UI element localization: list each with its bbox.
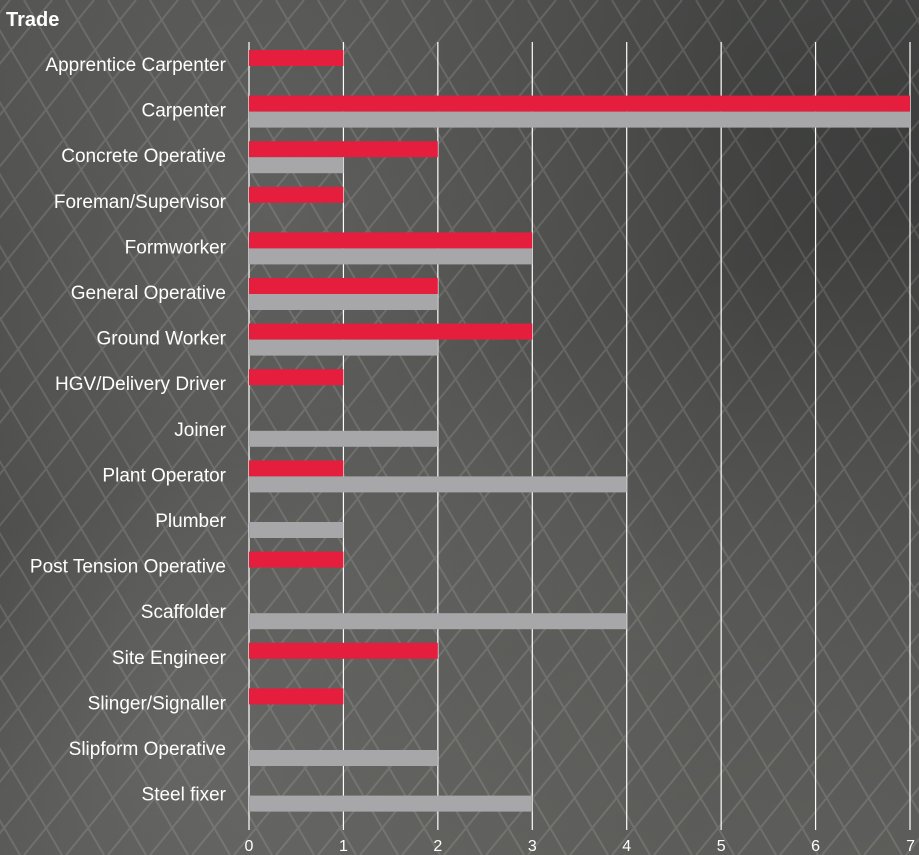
x-tick-label: 5 — [717, 838, 726, 855]
bar-series-1 — [249, 278, 438, 294]
x-tick-label: 6 — [811, 838, 820, 855]
x-tick-label: 4 — [622, 838, 631, 855]
category-label: General Operative — [71, 283, 226, 304]
bar-series-1 — [249, 323, 533, 340]
x-tick-label: 1 — [339, 838, 348, 855]
category-label: Joiner — [174, 420, 226, 441]
bar-series-1 — [249, 460, 344, 477]
x-tick-label: 2 — [433, 838, 442, 855]
bar-series-2 — [249, 248, 533, 265]
category-label: Concrete Operative — [61, 146, 226, 167]
bar-series-1 — [249, 141, 438, 158]
bar-series-1 — [249, 186, 344, 203]
x-tick-label: 3 — [528, 838, 537, 855]
category-labels: Apprentice Carpenter Carpenter Concrete Op… — [30, 55, 227, 806]
bar-series-2 — [249, 476, 627, 493]
category-label: Steel fixer — [142, 785, 227, 806]
bar-series-1 — [249, 688, 344, 705]
category-label: Carpenter — [142, 101, 227, 122]
category-label: Site Engineer — [112, 648, 227, 669]
category-label: Plumber — [155, 511, 226, 532]
bar-series-1 — [249, 95, 910, 112]
category-label: Ground Worker — [96, 329, 226, 350]
bar-series-2 — [249, 157, 344, 174]
bar-series-1 — [249, 369, 344, 386]
bar-series-2 — [249, 795, 533, 812]
x-axis-ticks: 0 1 2 3 4 5 6 7 — [245, 838, 916, 855]
chart-title: Trade — [6, 9, 59, 31]
bar-series-2 — [249, 339, 438, 356]
category-label: Post Tension Operative — [30, 557, 226, 578]
bar-series-2 — [249, 430, 438, 447]
bar-series-2 — [249, 750, 438, 766]
category-label: Apprentice Carpenter — [45, 55, 226, 76]
category-label: Slinger/Signaller — [88, 693, 227, 714]
bar-series-2 — [249, 613, 627, 630]
category-label: Slipform Operative — [69, 739, 226, 760]
bar-series-1 — [249, 50, 344, 66]
bar-series-2 — [249, 522, 344, 538]
category-label: Plant Operator — [102, 465, 226, 486]
bar-series-1 — [249, 232, 533, 249]
x-tick-label: 0 — [245, 838, 254, 855]
bar-series-1 — [249, 551, 344, 568]
category-label: HGV/Delivery Driver — [55, 374, 227, 395]
bar-series-2 — [249, 294, 438, 310]
bar-series-2 — [249, 111, 910, 128]
bars — [249, 50, 910, 812]
category-label: Formworker — [125, 237, 227, 258]
bar-series-1 — [249, 642, 438, 659]
category-label: Foreman/Supervisor — [54, 192, 227, 213]
x-tick-label: 7 — [906, 838, 915, 855]
category-label: Scaffolder — [141, 602, 227, 623]
